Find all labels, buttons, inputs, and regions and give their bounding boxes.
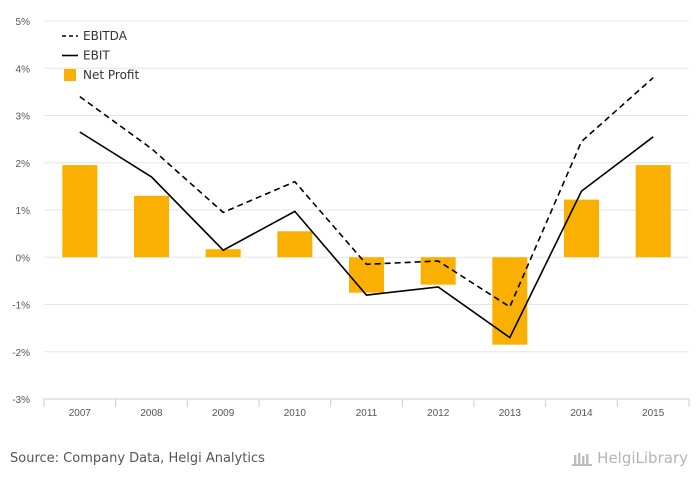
- y-tick-label: 5%: [16, 17, 31, 28]
- x-tick-label: 2008: [140, 408, 163, 419]
- legend-item[interactable]: Net Profit: [64, 68, 139, 82]
- lines: [79, 77, 654, 339]
- legend-swatch: [64, 69, 76, 81]
- x-tick-label: 2014: [570, 408, 593, 419]
- bar-net-profit: [277, 231, 313, 258]
- x-axis: 2007 2008 2009 2010 2011 2012 2013 2014 2015: [43, 398, 690, 419]
- y-tick-label: 3%: [16, 112, 31, 123]
- line-ebitda: [79, 77, 654, 309]
- y-tick-label: 0%: [16, 253, 31, 264]
- x-tick-label: 2009: [212, 408, 235, 419]
- y-tick-label: 2%: [16, 159, 31, 170]
- y-tick-label: -2%: [12, 348, 30, 359]
- y-tick-label: -3%: [12, 395, 30, 406]
- bar-net-profit: [62, 165, 98, 258]
- legend-label: EBIT: [83, 49, 110, 63]
- y-tick-label: 1%: [16, 206, 31, 217]
- line-ebit: [79, 131, 654, 339]
- x-tick-label: 2012: [427, 408, 450, 419]
- y-axis: 5% 4% 3% 2% 1% 0% -1% -2% -3%: [12, 17, 30, 406]
- legend-item[interactable]: EBIT: [62, 49, 110, 63]
- y-tick-label: -1%: [12, 301, 30, 312]
- y-tick-label: 4%: [16, 64, 31, 75]
- source-note: Source: Company Data, Helgi Analytics: [10, 451, 265, 466]
- chart: 2007 2008 2009 2010 2011 2012 2013 2014 2015 5% 4…: [12, 17, 690, 419]
- bar-net-profit: [349, 257, 384, 293]
- brand-name: HelgiLibrary: [597, 449, 688, 467]
- bars: [62, 165, 671, 345]
- x-tick-label: 2010: [284, 408, 307, 419]
- legend: EBITDA EBIT Net Profit: [62, 29, 139, 82]
- bar-net-profit: [492, 257, 528, 345]
- legend-label: Net Profit: [83, 68, 139, 82]
- bar-net-profit: [635, 165, 671, 258]
- bar-net-profit: [134, 195, 169, 258]
- x-tick-label: 2015: [642, 408, 665, 419]
- bar-net-profit: [205, 249, 241, 258]
- x-tick-label: 2007: [69, 408, 92, 419]
- legend-item[interactable]: EBITDA: [62, 29, 128, 43]
- legend-label: EBITDA: [83, 29, 128, 43]
- brand-logo: HelgiLibrary: [571, 449, 688, 467]
- bar-net-profit: [564, 199, 599, 258]
- library-icon: [572, 453, 593, 466]
- x-tick-label: 2013: [499, 408, 522, 419]
- x-tick-label: 2011: [356, 408, 378, 419]
